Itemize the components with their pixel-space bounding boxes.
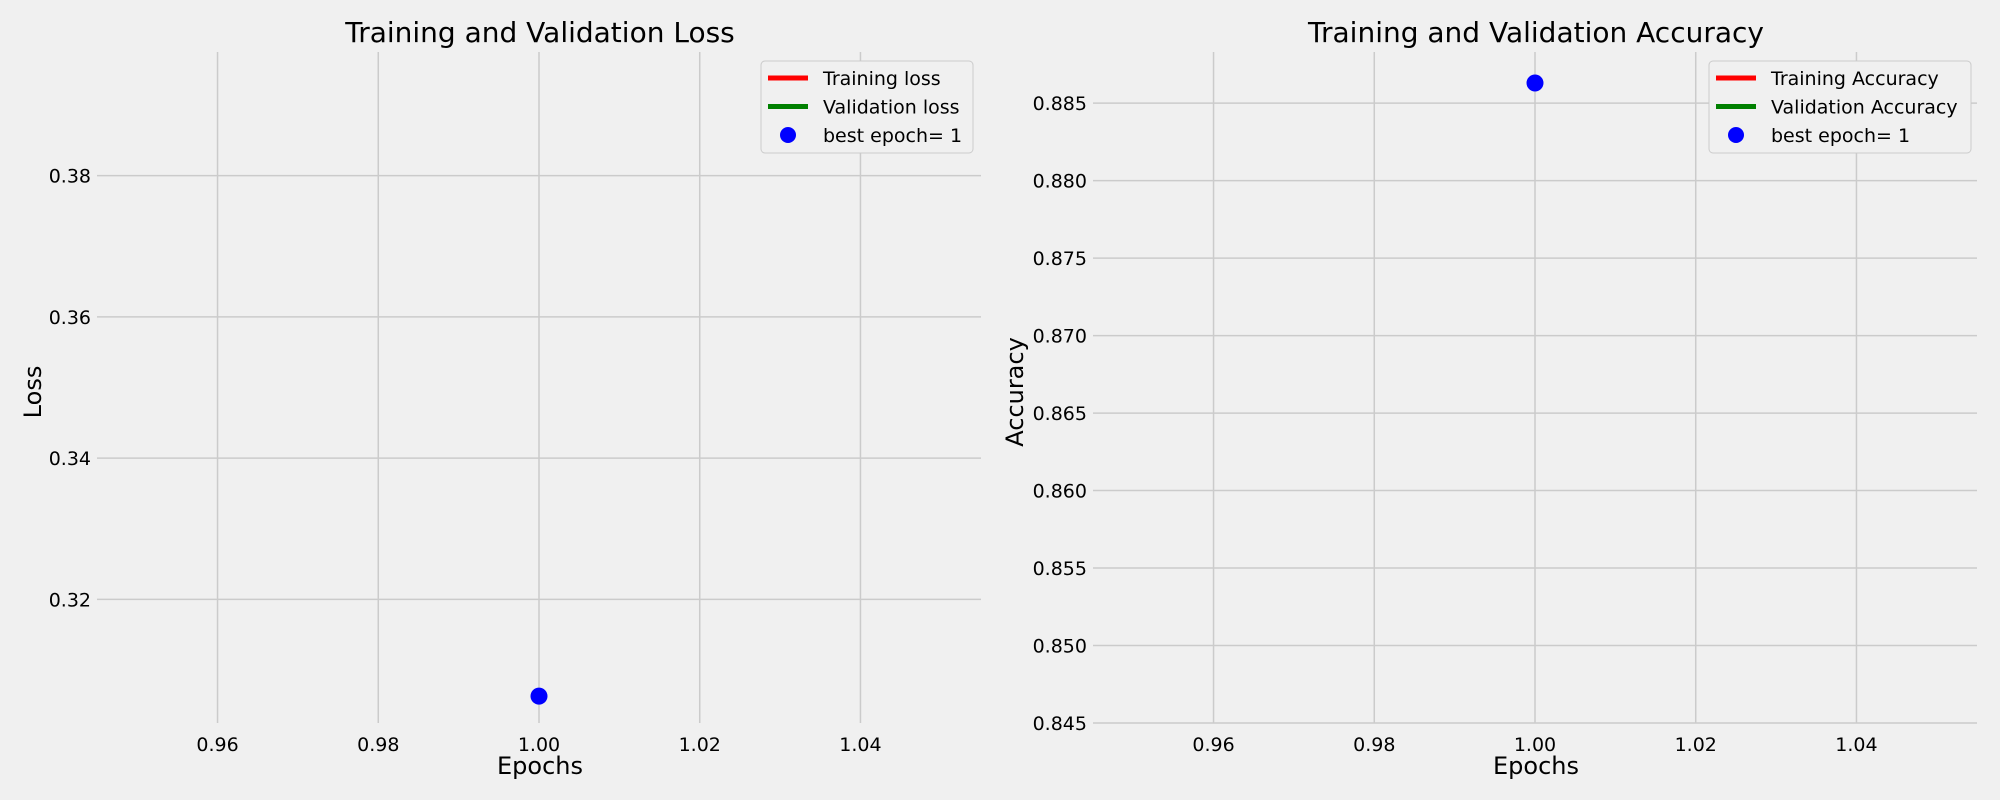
loss-legend-label: Training loss: [822, 68, 941, 90]
accuracy-legend-label: Validation Accuracy: [1771, 97, 1958, 119]
accuracy-legend: Training Accuracy Validation Accuracy best…: [1708, 60, 1972, 154]
loss-y-tick-label: 0.32: [49, 589, 91, 611]
accuracy-y-tick-label: 0.865: [1033, 403, 1087, 425]
loss-y-tick-label: 0.36: [49, 307, 91, 329]
accuracy-legend-label: Training Accuracy: [1770, 68, 1939, 90]
accuracy-x-axis-label: Epochs: [1493, 752, 1579, 780]
accuracy-y-tick-label: 0.885: [1033, 93, 1087, 115]
accuracy-x-tick-label: 0.96: [1192, 734, 1234, 756]
accuracy-y-tick-label: 0.875: [1033, 248, 1087, 270]
loss-x-tick-label: 1.02: [679, 734, 721, 756]
accuracy-best-epoch-point: [1526, 74, 1544, 92]
loss-tick-labels: 0.96 0.98 1.00 1.02 1.04 0.32 0.34 0.36 0.38: [49, 166, 882, 756]
accuracy-legend-box: [1708, 60, 1972, 154]
accuracy-chart-title: Training and Validation Accuracy: [1307, 16, 1764, 49]
accuracy-data-marks: [1526, 74, 1544, 92]
accuracy-legend-dot-swatch: [1728, 127, 1744, 143]
loss-x-tick-label: 0.98: [357, 734, 399, 756]
accuracy-y-tick-label: 0.855: [1033, 558, 1087, 580]
accuracy-x-tick-label: 1.04: [1835, 734, 1877, 756]
loss-legend-label: best epoch= 1: [823, 125, 962, 147]
accuracy-y-tick-label: 0.870: [1033, 326, 1087, 348]
accuracy-x-tick-label: 0.98: [1353, 734, 1395, 756]
loss-legend-dot-swatch: [780, 127, 796, 143]
loss-legend: Training loss Validation loss best epoch= …: [760, 60, 974, 154]
accuracy-y-tick-label: 0.880: [1033, 171, 1087, 193]
loss-chart-panel: Training and Validation Loss Epochs Loss…: [19, 16, 981, 780]
loss-grid: [97, 52, 981, 723]
loss-legend-box: [760, 60, 974, 154]
loss-legend-label: Validation loss: [823, 97, 960, 119]
loss-y-tick-label: 0.34: [49, 448, 91, 470]
loss-x-axis-label: Epochs: [497, 752, 583, 780]
accuracy-y-tick-label: 0.850: [1033, 636, 1087, 658]
loss-y-axis-label: Loss: [19, 366, 47, 419]
loss-x-tick-label: 1.04: [839, 734, 881, 756]
loss-best-epoch-point: [530, 687, 548, 705]
accuracy-y-axis-label: Accuracy: [1001, 337, 1029, 447]
accuracy-grid: [1093, 52, 1977, 724]
accuracy-y-tick-label: 0.860: [1033, 481, 1087, 503]
loss-x-tick-label: 1.00: [518, 734, 560, 756]
accuracy-x-tick-label: 1.00: [1514, 734, 1556, 756]
accuracy-chart-panel: Training and Validation Accuracy Epochs …: [1001, 16, 1977, 780]
loss-data-marks: [530, 687, 548, 705]
loss-x-tick-label: 0.96: [196, 734, 238, 756]
accuracy-y-tick-label: 0.845: [1033, 713, 1087, 735]
loss-y-tick-label: 0.38: [49, 166, 91, 188]
accuracy-tick-labels: 0.96 0.98 1.00 1.02 1.04 0.845 0.850 0.855 0.860…: [1033, 93, 1878, 756]
loss-chart-title: Training and Validation Loss: [344, 16, 735, 49]
accuracy-legend-label: best epoch= 1: [1771, 125, 1910, 147]
accuracy-x-tick-label: 1.02: [1675, 734, 1717, 756]
